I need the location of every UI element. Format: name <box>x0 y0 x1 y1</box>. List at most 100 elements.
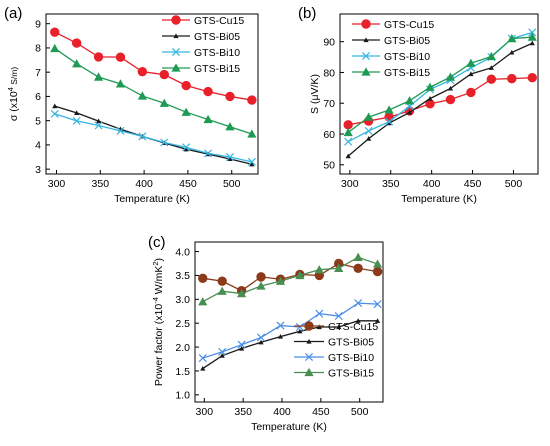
x-tick-label: 350 <box>382 178 400 190</box>
data-point <box>181 80 191 91</box>
data-point <box>297 328 303 334</box>
series-line <box>202 320 378 370</box>
data-point <box>353 252 363 261</box>
data-point <box>183 146 189 152</box>
data-point <box>182 143 191 152</box>
legend: GTS-Cu15 GTS-Bi05 GTS-Bi10 GTS-Bi15 <box>352 19 434 79</box>
y-tick-label: 1.5 <box>175 366 190 378</box>
data-point <box>137 91 147 100</box>
y-tick-label: 1.0 <box>175 390 190 402</box>
data-point <box>404 96 415 105</box>
legend-marker <box>173 33 179 39</box>
data-point <box>527 32 537 41</box>
y-axis-title: σ (x104 S/m) <box>6 67 20 121</box>
series-GTS-Bi05 <box>345 40 535 159</box>
series-GTS-Cu15 <box>50 27 257 105</box>
data-point <box>159 69 169 80</box>
y-tick-label: 6 <box>35 91 41 103</box>
data-point <box>203 86 213 97</box>
data-point <box>93 52 104 62</box>
data-point <box>247 129 257 138</box>
y-tick-label: 2.5 <box>175 318 190 330</box>
panel-label: (c) <box>148 234 166 251</box>
x-tick-label: 350 <box>234 406 252 418</box>
data-point <box>315 309 324 318</box>
data-point <box>74 110 80 115</box>
y-axis-title: Power factor (x10-4 W/mK2) <box>151 258 165 386</box>
series-line <box>348 77 533 126</box>
legend-marker <box>361 19 371 29</box>
data-point <box>295 322 304 332</box>
data-point <box>225 91 235 102</box>
x-axis-title: Temperature (K) <box>401 193 477 205</box>
data-point <box>249 161 255 167</box>
data-point <box>406 109 413 115</box>
series-GTS-Cu15 <box>343 72 537 130</box>
data-point <box>427 96 433 101</box>
data-point <box>203 114 213 124</box>
legend-entry: GTS-Cu15 <box>194 15 244 27</box>
legend-marker <box>361 51 371 61</box>
x-tick-label: 300 <box>48 178 66 190</box>
panel-2: (b) 300 350 400 450 500 50 60 70 80 90 Temperature … <box>298 5 539 205</box>
y-axis-title: S (μV/K) <box>309 74 321 114</box>
x-tick-label: 400 <box>135 178 153 190</box>
data-point <box>486 74 497 84</box>
data-point <box>116 126 125 135</box>
series-line <box>202 302 378 359</box>
data-point <box>425 82 435 91</box>
data-point <box>343 127 353 137</box>
series-GTS-Bi05 <box>52 103 255 167</box>
y-tick-label: 4.0 <box>175 246 190 258</box>
y-tick-label: 2.0 <box>175 342 190 354</box>
legend-entry: GTS-Cu15 <box>328 321 378 333</box>
data-point <box>198 273 208 283</box>
data-point <box>94 121 103 130</box>
legend: GTS-Cu15 GTS-Bi05 GTS-Bi10 GTS-Bi15 <box>162 15 244 75</box>
series-GTS-Bi10 <box>344 28 537 146</box>
legend-entry: GTS-Bi05 <box>328 336 374 348</box>
y-tick-label: 70 <box>323 98 335 110</box>
y-tick-label: 50 <box>323 160 335 172</box>
data-point <box>344 137 353 146</box>
x-tick-label: 450 <box>464 178 482 190</box>
data-point <box>160 138 169 147</box>
legend-entry: GTS-Bi15 <box>384 67 430 79</box>
data-point <box>217 286 227 295</box>
plot-frame <box>194 241 384 403</box>
series-line <box>54 113 253 163</box>
data-point <box>204 149 213 158</box>
legend-marker <box>171 63 181 72</box>
data-point <box>384 105 394 114</box>
data-point <box>200 365 206 371</box>
data-point <box>115 79 126 88</box>
data-point <box>256 281 266 290</box>
data-point <box>275 276 286 285</box>
series-line <box>202 262 378 292</box>
data-point <box>237 288 247 298</box>
data-point <box>336 324 342 330</box>
legend-marker <box>171 15 181 25</box>
y-tick-label: 60 <box>323 129 335 141</box>
data-point <box>181 107 191 116</box>
plot-frame <box>339 13 539 175</box>
y-tick-label: 8 <box>35 43 41 55</box>
x-tick-label: 450 <box>179 178 197 190</box>
legend-entry: GTS-Bi15 <box>194 63 240 75</box>
data-point <box>95 118 102 124</box>
panel-1: (a) 300 350 400 450 500 3 4 5 6 7 8 9 Temperature (K)… <box>4 5 259 205</box>
y-tick-label: 7 <box>35 67 41 79</box>
data-point <box>247 95 257 105</box>
legend: GTS-Cu15 GTS-Bi05 GTS-Bi10 GTS-Bi15 <box>294 321 378 379</box>
legend-marker <box>304 321 314 331</box>
panel-3: (c) 300 350 400 450 500 1.0 1.5 2.0 2.5 3.0 3.5 4.0 T… <box>148 234 384 433</box>
data-point <box>353 263 363 273</box>
data-point <box>364 112 374 121</box>
data-point <box>50 109 59 118</box>
y-tick-label: 9 <box>35 18 41 30</box>
series-GTS-Bi10 <box>198 299 382 363</box>
legend-marker <box>304 352 314 362</box>
data-point <box>354 299 363 308</box>
legend-entry: GTS-Bi15 <box>328 367 374 379</box>
data-point <box>373 300 382 309</box>
